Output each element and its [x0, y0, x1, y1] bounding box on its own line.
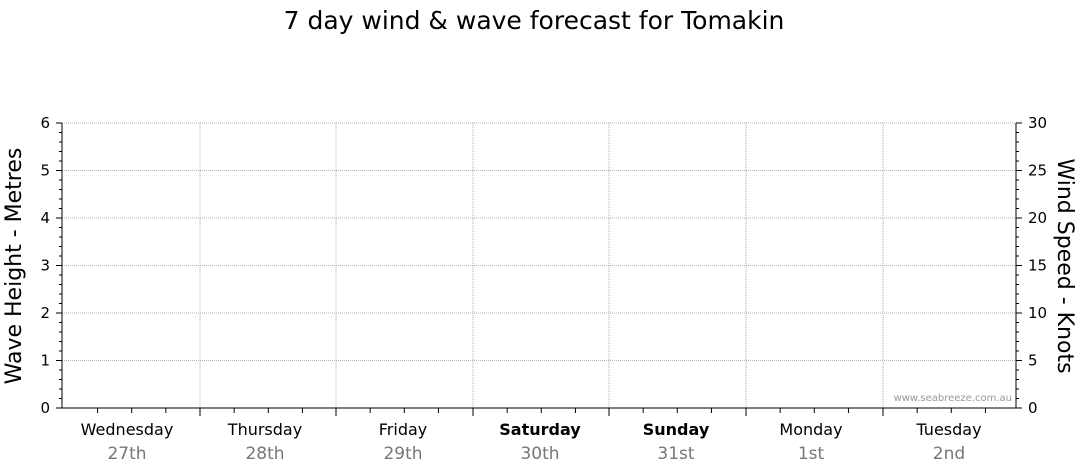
- right-tick-label: 20: [1028, 209, 1047, 227]
- day-date-label: 30th: [520, 444, 559, 464]
- right-axis-ticks: 0 5 10 15 20 25 30: [1016, 114, 1047, 417]
- day-name-label: Monday: [779, 420, 842, 439]
- day-name-label: Wednesday: [81, 420, 174, 439]
- right-tick-label: 15: [1028, 257, 1047, 275]
- day-name-label: Friday: [379, 420, 428, 439]
- left-axis-title: Wave Height - Metres: [2, 148, 27, 385]
- day-date-label: 27th: [107, 444, 146, 464]
- day-date-label: 2nd: [933, 444, 965, 464]
- day-date-label: 28th: [245, 444, 284, 464]
- left-tick-label: 2: [40, 304, 50, 322]
- left-tick-label: 1: [40, 352, 50, 370]
- watermark: www.seabreeze.com.au: [894, 393, 1012, 404]
- day-name-label: Tuesday: [915, 420, 981, 439]
- day-name-label: Saturday: [499, 420, 581, 439]
- right-tick-label: 0: [1028, 399, 1038, 417]
- right-axis-title: Wind Speed - Knots: [1052, 158, 1077, 373]
- left-axis-ticks: 0 1 2 3 4 5 6: [40, 114, 62, 417]
- grid-lines: [62, 122, 1016, 408]
- right-tick-label: 25: [1028, 162, 1047, 180]
- chart-title: 7 day wind & wave forecast for Tomakin: [284, 6, 785, 35]
- day-date-label: 29th: [383, 444, 422, 464]
- left-tick-label: 3: [40, 257, 50, 275]
- left-tick-label: 4: [40, 209, 50, 227]
- day-name-label: Sunday: [643, 420, 710, 439]
- right-tick-label: 10: [1028, 304, 1047, 322]
- right-tick-label: 30: [1028, 114, 1047, 132]
- day-name-label: Thursday: [227, 420, 302, 439]
- right-tick-label: 5: [1028, 352, 1038, 370]
- left-tick-label: 0: [40, 399, 50, 417]
- day-date-label: 1st: [798, 444, 825, 464]
- left-tick-label: 6: [40, 114, 50, 132]
- left-tick-label: 5: [40, 162, 50, 180]
- x-axis-days: Wednesday 27th Thursday 28th Friday 29th Satur…: [81, 408, 986, 464]
- day-date-label: 31st: [657, 444, 694, 464]
